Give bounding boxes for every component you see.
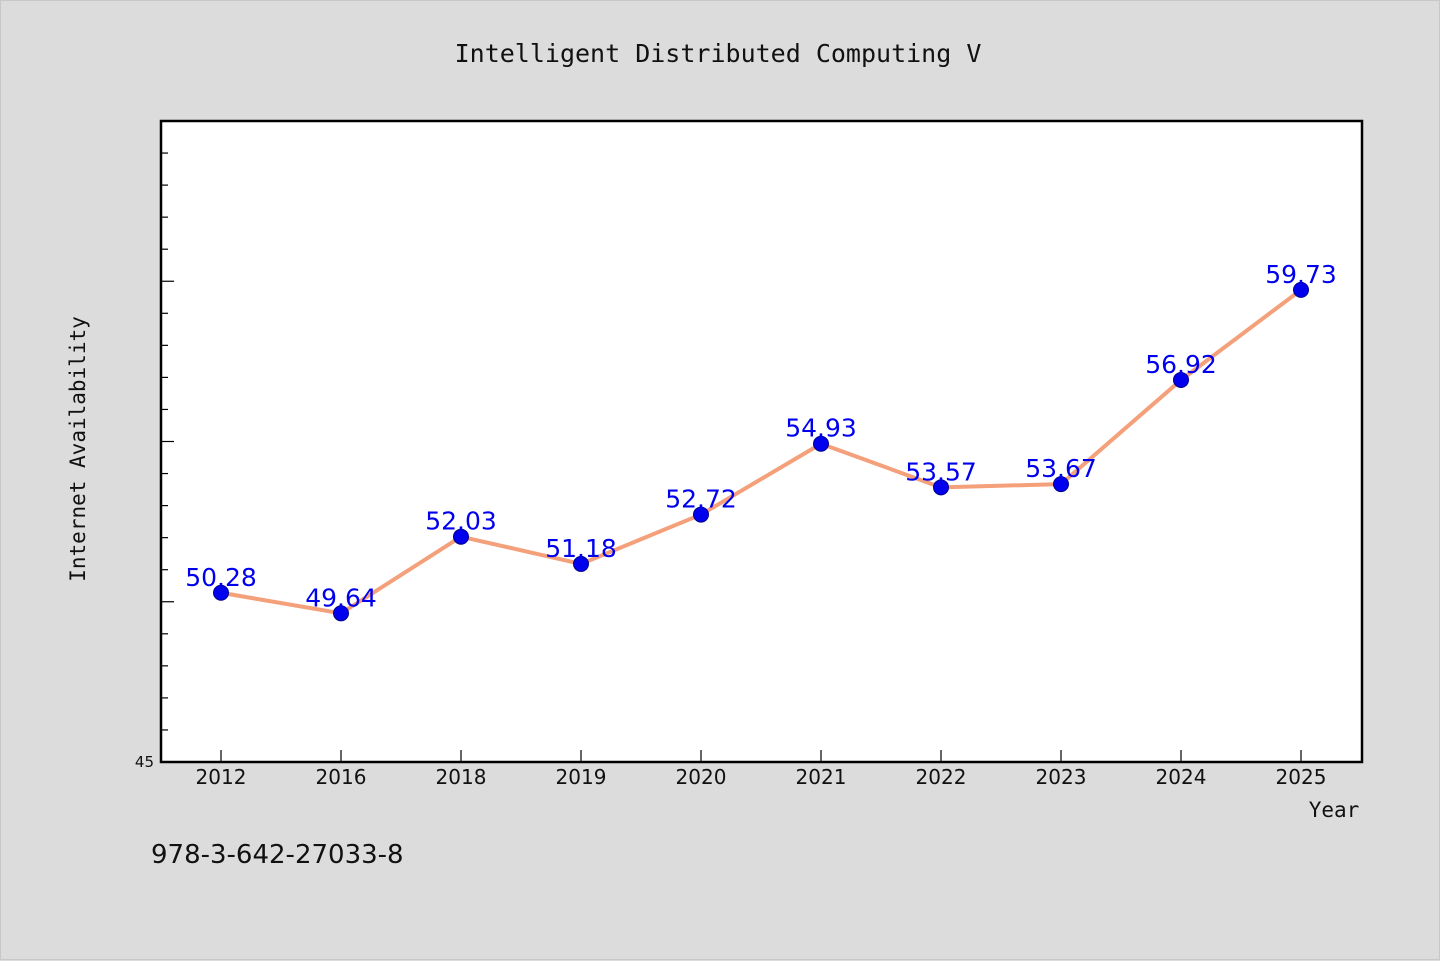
x-tick-label: 2022 xyxy=(916,765,967,789)
x-tick-label: 2021 xyxy=(796,765,847,789)
data-point xyxy=(573,555,589,572)
x-tick-label: 2012 xyxy=(196,765,247,789)
data-label: 53.57 xyxy=(905,457,977,486)
data-label: 53.67 xyxy=(1025,454,1097,483)
x-tick-label: 2020 xyxy=(676,765,727,789)
series-line xyxy=(220,288,1303,616)
data-point xyxy=(693,506,709,523)
data-point xyxy=(933,479,949,496)
x-axis-ticks: 2012 2016 2018 2019 2020 2021 2022 2023 2024 2025 xyxy=(196,750,1327,789)
data-point xyxy=(813,435,829,452)
y-axis-label: Internet Availability xyxy=(66,316,90,582)
data-point xyxy=(333,605,349,622)
data-label: 51.18 xyxy=(545,534,617,563)
x-tick-label: 2024 xyxy=(1156,765,1207,789)
plot-area xyxy=(159,119,1364,764)
data-label: 56.92 xyxy=(1145,350,1217,379)
x-tick-label: 2025 xyxy=(1276,765,1327,789)
x-tick-label: 2018 xyxy=(436,765,487,789)
data-label: 50.28 xyxy=(185,563,257,592)
x-tick-label: 2019 xyxy=(556,765,607,789)
data-labels: 50.28 49.64 52.03 51.18 52.72 54.93 53.57 53.67… xyxy=(185,260,1337,612)
x-tick-label: 2016 xyxy=(316,765,367,789)
x-tick-label: 2023 xyxy=(1036,765,1087,789)
data-point xyxy=(1053,476,1069,493)
data-label: 52.72 xyxy=(665,485,737,514)
x-axis-label: Year xyxy=(1309,798,1360,822)
data-label: 52.03 xyxy=(425,507,497,536)
data-label: 49.64 xyxy=(305,583,377,612)
data-point xyxy=(1293,281,1309,298)
y-axis-ticks: 45 xyxy=(135,152,174,771)
data-points xyxy=(213,281,1309,622)
data-point xyxy=(453,528,469,545)
y-tick-label: 45 xyxy=(135,753,154,771)
data-label: 59.73 xyxy=(1265,260,1337,289)
chart-title: Intelligent Distributed Computing V xyxy=(455,39,982,68)
data-label: 54.93 xyxy=(785,414,857,443)
data-point xyxy=(213,584,229,601)
isbn-footnote: 978-3-642-27033-8 xyxy=(151,840,404,870)
data-point xyxy=(1173,371,1189,388)
